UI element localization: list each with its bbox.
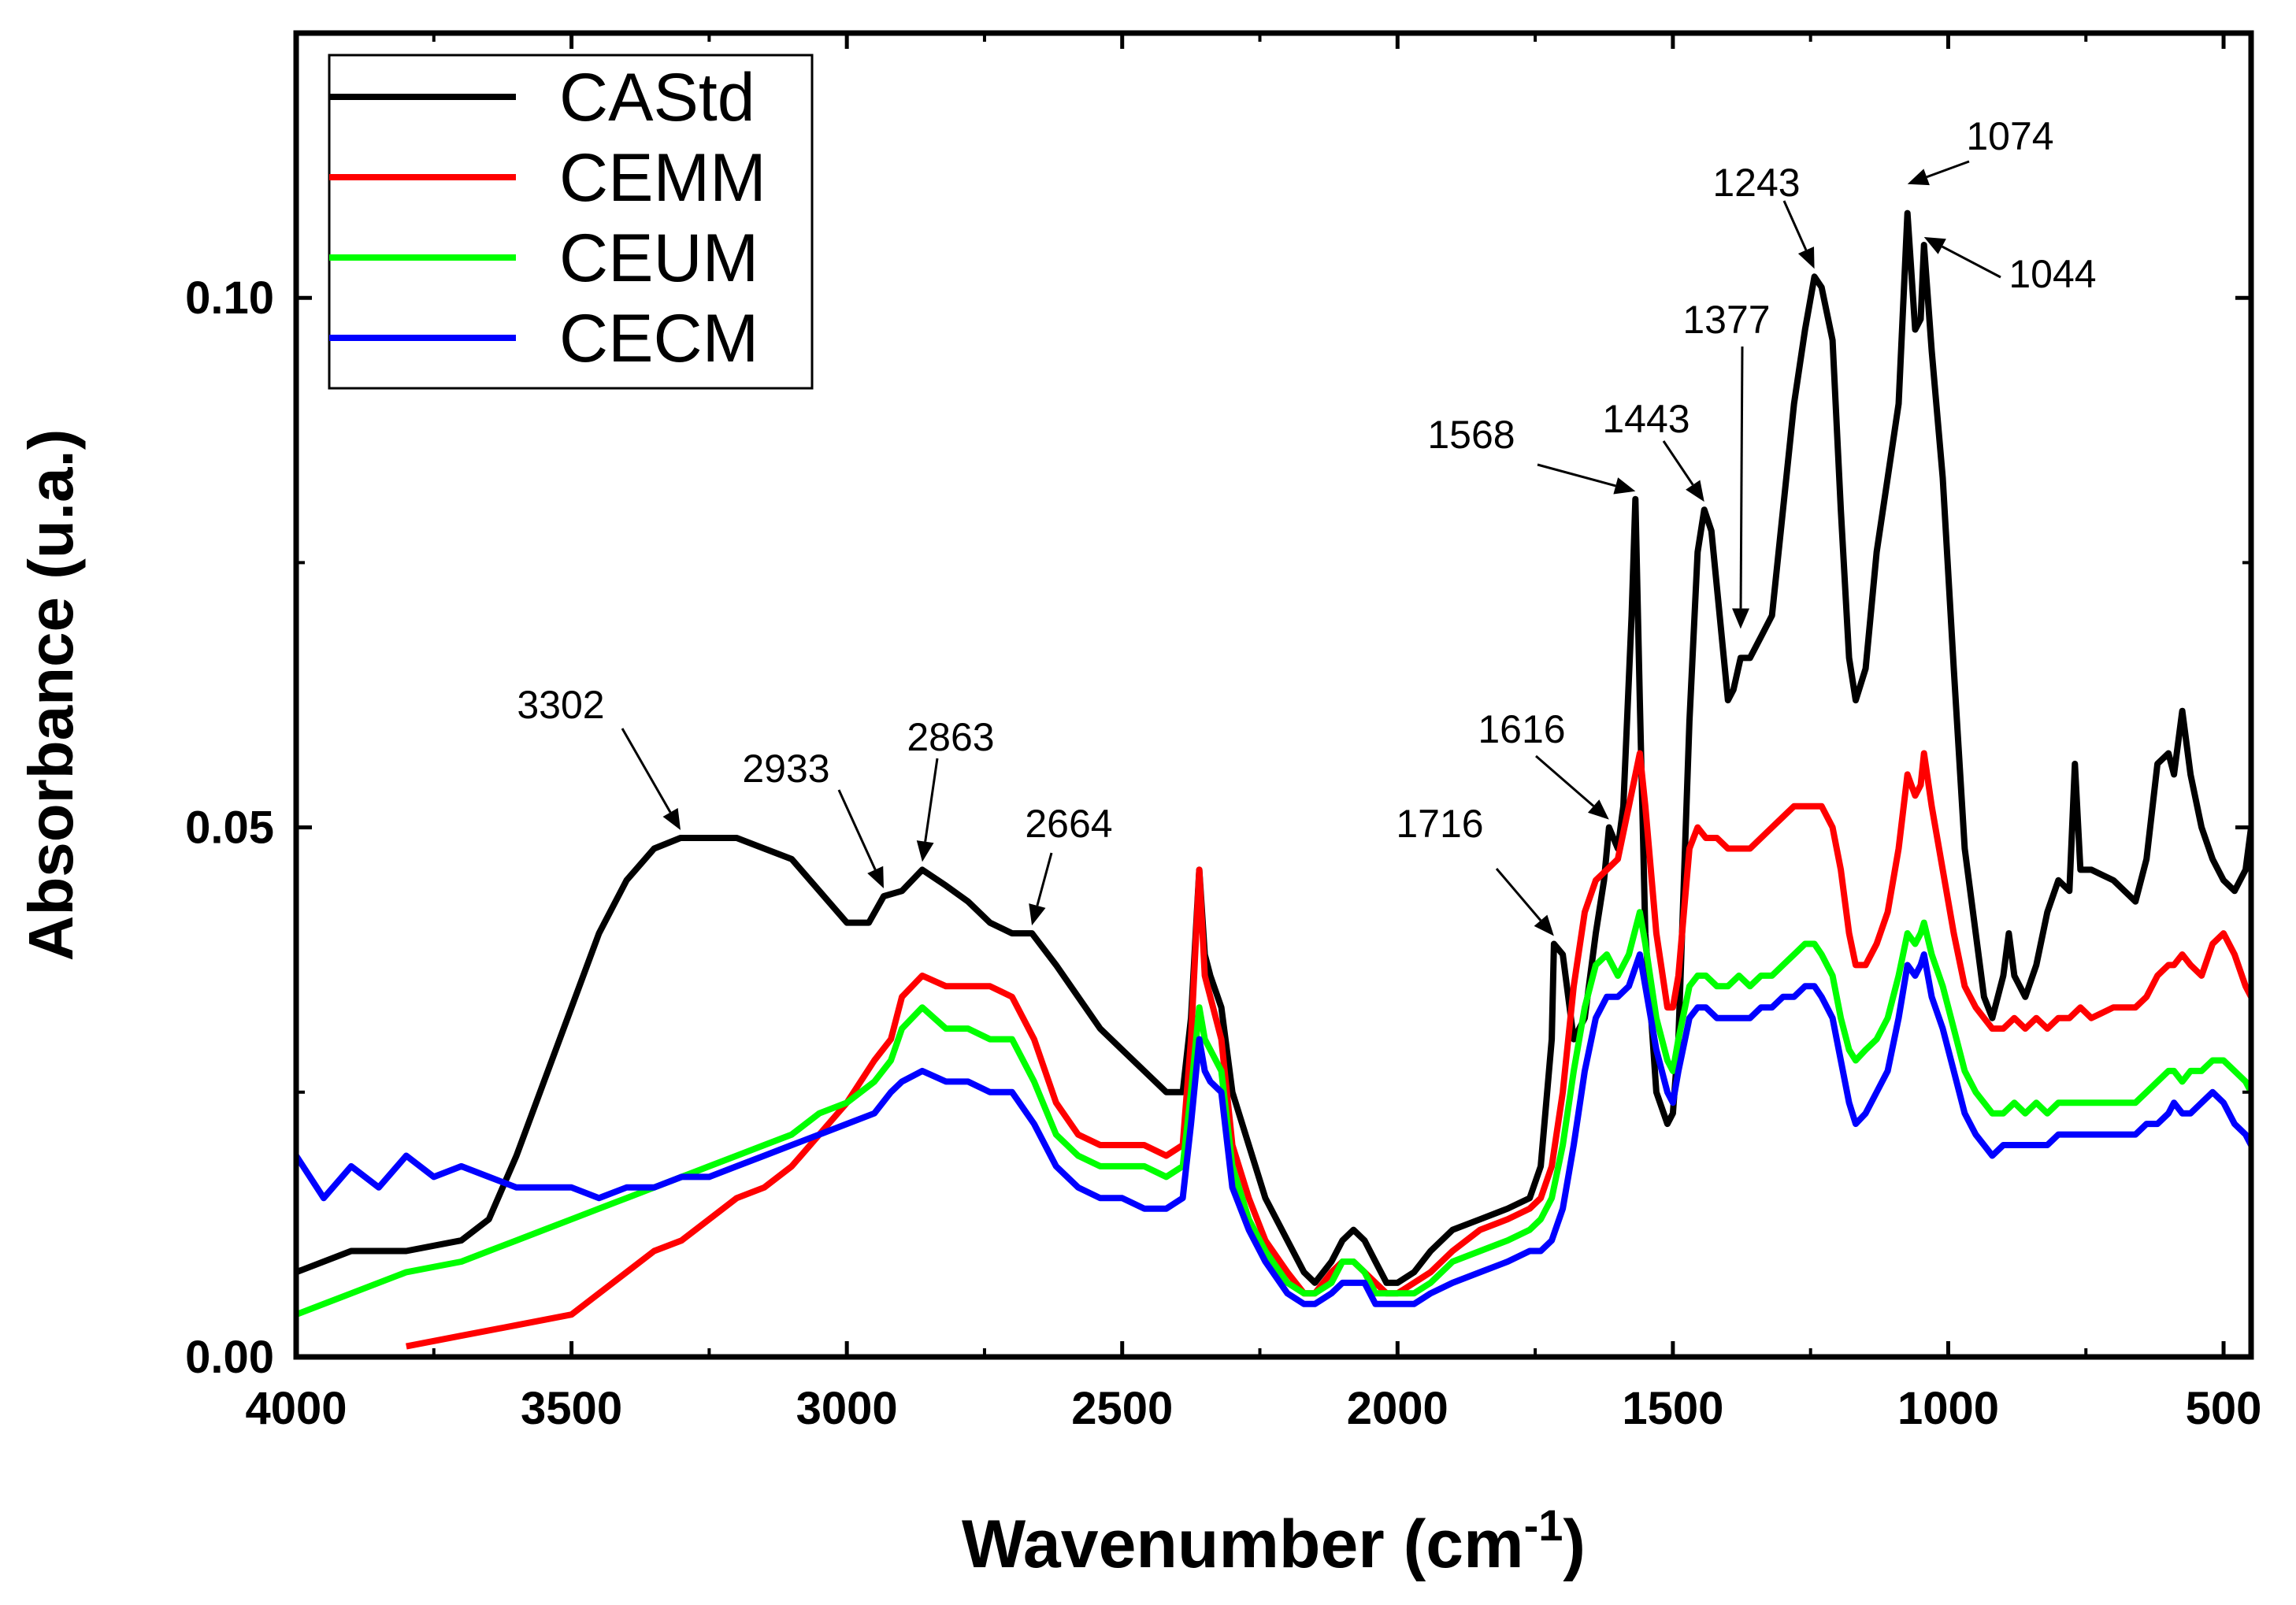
peak-label: 1443 [1602, 397, 1690, 441]
peak-annotation-2664: 2664 [1025, 802, 1113, 926]
peak-arrow-line [1782, 200, 1808, 251]
peak-label: 1074 [1966, 114, 2053, 158]
peak-annotation-1377: 1377 [1682, 298, 1771, 629]
x-tick-label: 4000 [245, 1383, 347, 1434]
y-tick-label: 0.00 [185, 1332, 274, 1383]
peak-arrow-line [1495, 868, 1542, 921]
peak-arrow-head [1907, 169, 1930, 186]
peak-label: 1716 [1396, 802, 1483, 846]
x-axis-title-superscript: -1 [1524, 1500, 1563, 1550]
series-line-cemm [406, 750, 2251, 1350]
peak-arrow-line [621, 728, 672, 814]
legend-item-castd: CAStd [329, 60, 755, 135]
series-layer [296, 209, 2251, 1350]
peak-arrow-head [1587, 799, 1609, 820]
peak-arrow-line [924, 758, 939, 842]
peak-annotation-1044: 1044 [1923, 236, 2097, 296]
x-axis-title-end: ) [1563, 1507, 1586, 1582]
peak-annotation-2863: 2863 [907, 715, 995, 862]
series-line-cecm [296, 951, 2251, 1307]
peak-arrow-head [1732, 608, 1750, 629]
legend-label: CECM [559, 301, 759, 376]
peak-annotation-1074: 1074 [1907, 114, 2054, 186]
legend-item-cecm: CECM [329, 301, 759, 376]
series-line-castd [296, 209, 2251, 1286]
legend-label: CEUM [559, 221, 759, 296]
peak-annotation-1716: 1716 [1396, 802, 1554, 936]
x-tick-label: 500 [2186, 1383, 2262, 1434]
annotation-layer: 3302 2933 2863 2664 1716 1616 1568 1443 1377 1243… [517, 114, 2097, 936]
peak-arrow-line [1739, 346, 1744, 609]
peak-annotation-1443: 1443 [1602, 397, 1704, 502]
peak-annotation-3302: 3302 [517, 683, 681, 831]
peak-arrow-line [1942, 245, 2001, 279]
peak-arrow-head [1923, 236, 1946, 254]
peak-arrow-line [1535, 754, 1595, 807]
peak-label: 1243 [1712, 161, 1800, 205]
x-tick-label: 2000 [1347, 1383, 1448, 1434]
x-tick-label: 2500 [1071, 1383, 1173, 1434]
peak-arrow-line [1926, 160, 1970, 179]
peak-label: 2664 [1025, 802, 1112, 846]
peak-label: 1377 [1682, 298, 1770, 342]
legend-box [328, 54, 814, 390]
peak-label: 3302 [517, 683, 604, 727]
peak-arrow-head [916, 840, 934, 862]
legend-item-cemm: CEMM [329, 140, 766, 216]
peak-arrow-line [1537, 463, 1616, 487]
peak-label: 1616 [1478, 707, 1565, 751]
peak-label: 2863 [907, 715, 994, 759]
x-tick-label: 3000 [796, 1383, 898, 1434]
peak-arrow-head [1534, 914, 1554, 936]
peak-arrow-line [1662, 440, 1694, 486]
legend-label: CAStd [559, 60, 755, 135]
x-tick-label: 1000 [1897, 1383, 1999, 1434]
x-axis-title-main: Wavenumber (cm [962, 1507, 1524, 1582]
ticks-layer: 4000 3500 3000 2500 2000 1500 1000 500 0.00 0.05 0… [185, 32, 2262, 1434]
peak-annotation-2933: 2933 [742, 747, 884, 889]
x-tick-label: 1500 [1622, 1383, 1723, 1434]
peak-annotation-1616: 1616 [1478, 707, 1609, 820]
peak-arrow-head [1029, 903, 1046, 926]
peak-label: 1044 [2009, 252, 2096, 296]
peak-arrow-head [867, 866, 884, 889]
x-axis-title: Wavenumber (cm-1) [962, 1500, 1586, 1582]
peak-arrow-head [662, 808, 681, 831]
peak-arrow-line [1036, 852, 1053, 906]
y-tick-label: 0.05 [185, 802, 274, 854]
peak-label: 1568 [1427, 413, 1515, 457]
peak-annotation-1568: 1568 [1427, 413, 1636, 495]
legend-label: CEMM [559, 140, 766, 216]
peak-arrow-head [1686, 480, 1704, 502]
peak-arrow-line [837, 789, 877, 870]
peak-arrow-head [1613, 477, 1636, 495]
x-tick-label: 3500 [521, 1383, 622, 1434]
plot-frame [293, 30, 2254, 1360]
peak-annotation-1243: 1243 [1712, 161, 1815, 269]
peak-label: 2933 [742, 747, 829, 791]
series-line-ceum [296, 909, 2251, 1318]
peak-arrow-head [1797, 246, 1815, 269]
y-axis-title: Absorbance (u.a.) [16, 429, 86, 962]
legend-item-ceum: CEUM [329, 221, 759, 296]
y-tick-label: 0.10 [185, 272, 274, 324]
